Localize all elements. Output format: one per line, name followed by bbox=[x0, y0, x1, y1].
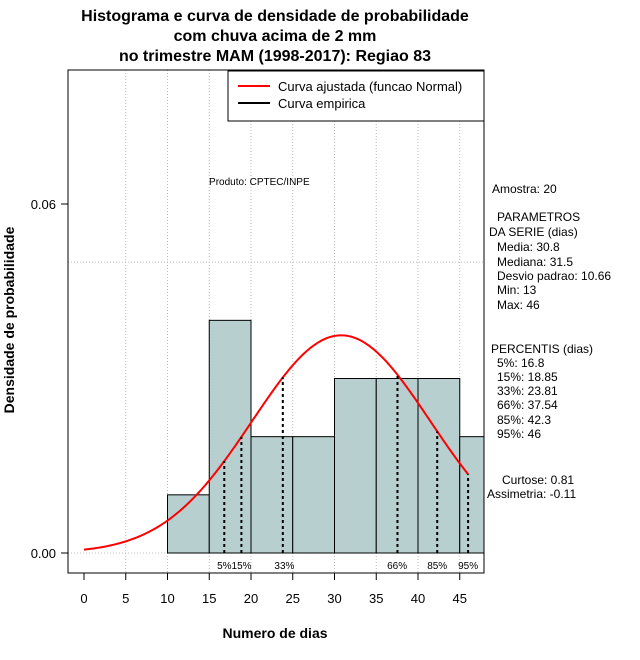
percentiles-title: PERCENTIS (dias) bbox=[491, 342, 593, 356]
percentile-label-66: 66% bbox=[387, 561, 407, 572]
histogram-bar-7 bbox=[459, 436, 485, 554]
y-tick-label-1: 0.06 bbox=[31, 197, 56, 212]
stat-std-dev: Desvio padrao: 10.66 bbox=[497, 269, 611, 283]
histogram-bar-2 bbox=[250, 436, 294, 554]
percentile-label-85: 85% bbox=[427, 561, 447, 572]
histogram-bar-0 bbox=[167, 494, 210, 554]
legend-label-normal: Curva ajustada (funcao Normal) bbox=[278, 79, 462, 94]
parameters-subtitle: DA SERIE (dias) bbox=[489, 225, 578, 239]
stat-skewness: Assimetria: -0.11 bbox=[487, 487, 576, 501]
y-tick-label-0: 0.00 bbox=[31, 546, 56, 561]
x-axis-title: Numero de dias bbox=[222, 625, 327, 641]
histogram-bar-3 bbox=[292, 436, 335, 554]
percentile-33: 33%: 23.81 bbox=[497, 384, 558, 398]
parameters-title: PARAMETROS bbox=[497, 210, 580, 224]
legend-label-empirical: Curva empirica bbox=[278, 96, 366, 111]
chart-title-line-3: no trimestre MAM (1998-2017): Regiao 83 bbox=[119, 48, 431, 65]
stat-kurtosis: Curtose: 0.81 bbox=[502, 473, 574, 487]
curve-layer bbox=[83, 334, 469, 551]
percentile-85: 85%: 42.3 bbox=[497, 413, 551, 427]
x-tick-label-0: 0 bbox=[80, 591, 87, 606]
percentile-5: 5%: 16.8 bbox=[497, 356, 545, 370]
x-tick-label-30: 30 bbox=[327, 591, 341, 606]
histogram-bar-1 bbox=[208, 319, 252, 554]
y-axis-title: Densidade de probabilidade bbox=[1, 226, 17, 413]
chart-title-line-1: Histograma e curva de densidade de proba… bbox=[81, 8, 469, 25]
statistics-panel: Amostra: 20 PARAMETROS DA SERIE (dias) M… bbox=[487, 182, 611, 501]
bars-layer bbox=[167, 319, 485, 554]
x-tick-label-20: 20 bbox=[244, 591, 258, 606]
x-tick-label-15: 15 bbox=[202, 591, 216, 606]
stat-min: Min: 13 bbox=[497, 283, 537, 297]
legend: Curva ajustada (funcao Normal) Curva emp… bbox=[227, 70, 485, 122]
normal-fit-curve bbox=[83, 334, 469, 551]
percentile-lines-layer bbox=[223, 374, 470, 553]
x-tick-label-45: 45 bbox=[453, 591, 467, 606]
percentile-15: 15%: 18.85 bbox=[497, 370, 558, 384]
chart-title-line-2: com chuva acima de 2 mm bbox=[174, 28, 377, 45]
histogram-bar-6 bbox=[417, 378, 461, 554]
percentile-label-515: 5%15% bbox=[217, 561, 252, 572]
y-axis: 0.00 0.06 bbox=[31, 197, 69, 561]
stat-median: Mediana: 31.5 bbox=[497, 255, 573, 269]
percentile-label-95: 95% bbox=[458, 561, 478, 572]
percentile-labels: 5%15% 33% 66% 85% 95% bbox=[217, 561, 478, 572]
histogram-bar-4 bbox=[334, 378, 377, 554]
stat-max: Max: 46 bbox=[497, 298, 540, 312]
x-tick-label-25: 25 bbox=[286, 591, 300, 606]
percentile-66: 66%: 37.54 bbox=[497, 398, 558, 412]
x-tick-label-10: 10 bbox=[160, 591, 174, 606]
x-axis: 0 5 10 15 20 25 30 35 40 45 bbox=[80, 572, 467, 606]
legend-box bbox=[227, 70, 485, 122]
percentile-label-33: 33% bbox=[274, 561, 294, 572]
product-annotation: Produto: CPTEC/INPE bbox=[209, 177, 310, 188]
sample-size: Amostra: 20 bbox=[492, 182, 557, 196]
x-tick-label-35: 35 bbox=[369, 591, 383, 606]
percentile-95: 95%: 46 bbox=[497, 427, 541, 441]
x-tick-label-40: 40 bbox=[411, 591, 425, 606]
stat-mean: Media: 30.8 bbox=[497, 240, 560, 254]
x-tick-label-5: 5 bbox=[122, 591, 129, 606]
